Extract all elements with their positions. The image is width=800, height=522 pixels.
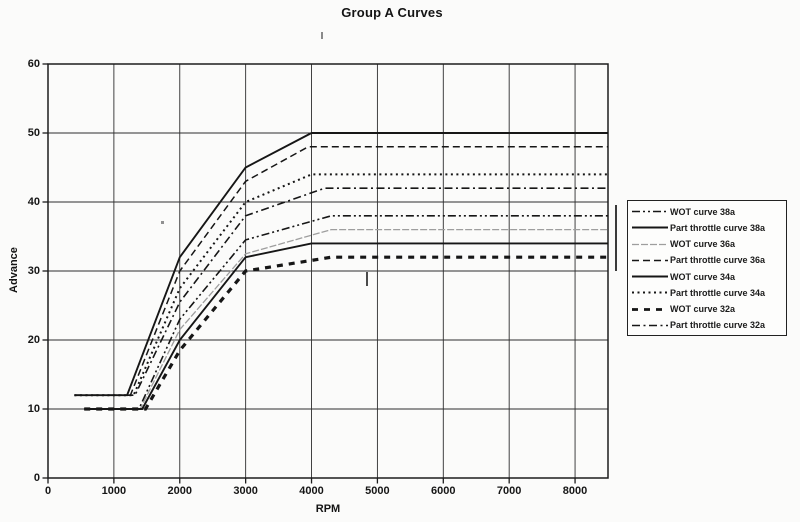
legend-item: WOT curve 36a	[631, 237, 784, 252]
x-tick-label: 6000	[431, 485, 456, 497]
y-tick-label: 20	[27, 334, 40, 346]
x-tick-label: 2000	[167, 485, 192, 497]
y-tick-label: 60	[27, 58, 40, 70]
x-tick-label: 0	[44, 485, 52, 497]
legend-item-label: WOT curve 38a	[670, 206, 736, 217]
x-tick-label: 8000	[562, 485, 588, 497]
legend-line-sample	[632, 275, 668, 278]
legend-item: Part throttle curve 36a	[631, 253, 784, 268]
legend-line-sample	[632, 307, 668, 311]
x-axis-label: RPM	[315, 503, 341, 515]
legend-item: Part throttle curve 34a	[631, 285, 784, 300]
legend-item-label: WOT curve 34a	[670, 271, 736, 282]
legend-line-sample	[632, 291, 668, 294]
y-tick-label: 10	[27, 403, 40, 415]
x-tick-label: 7000	[496, 485, 522, 497]
y-tick-label: 50	[27, 127, 40, 139]
x-tick-label: 1000	[101, 485, 127, 497]
legend-item: WOT curve 38a	[631, 204, 784, 219]
x-tick-label: 5000	[365, 485, 390, 497]
series-curve-1	[74, 132, 608, 397]
y-tick-label: 0	[33, 472, 40, 484]
series-curve-4	[84, 242, 608, 410]
legend-item: WOT curve 34a	[631, 269, 784, 284]
series-curve-6	[84, 255, 608, 411]
scan-artifact	[161, 221, 164, 224]
x-tick-label: 3000	[233, 485, 258, 497]
scan-artifact	[615, 205, 617, 271]
legend-item: WOT curve 32a	[631, 302, 784, 317]
legend-item-label: Part throttle curve 38a	[670, 222, 766, 233]
legend-line-sample	[632, 324, 668, 327]
legend-item-label: WOT curve 36a	[670, 239, 736, 250]
legend-item-label: Part throttle curve 36a	[670, 255, 766, 266]
legend-line-sample	[632, 259, 668, 262]
x-tick-label: 4000	[299, 485, 324, 497]
legend-line-sample	[632, 243, 668, 245]
legend-line-sample	[632, 210, 668, 213]
y-tick-label: 40	[27, 196, 40, 208]
series-curve-5	[74, 173, 608, 397]
legend-item-label: WOT curve 32a	[670, 304, 736, 315]
scan-artifact	[366, 272, 368, 286]
legend-item: Part throttle curve 38a	[631, 220, 784, 235]
legend-item: Part throttle curve 32a	[631, 318, 784, 333]
chart-title: Group A Curves	[341, 5, 443, 20]
legend-item-label: Part throttle curve 34a	[670, 287, 766, 298]
series-curve-7	[74, 187, 608, 397]
legend-box: WOT curve 38a Part throttle curve 38a WOT …	[627, 200, 787, 336]
scan-artifact	[321, 32, 323, 39]
y-tick-label: 30	[27, 265, 40, 277]
legend-item-label: Part throttle curve 32a	[670, 320, 766, 331]
legend-line-sample	[632, 226, 668, 229]
